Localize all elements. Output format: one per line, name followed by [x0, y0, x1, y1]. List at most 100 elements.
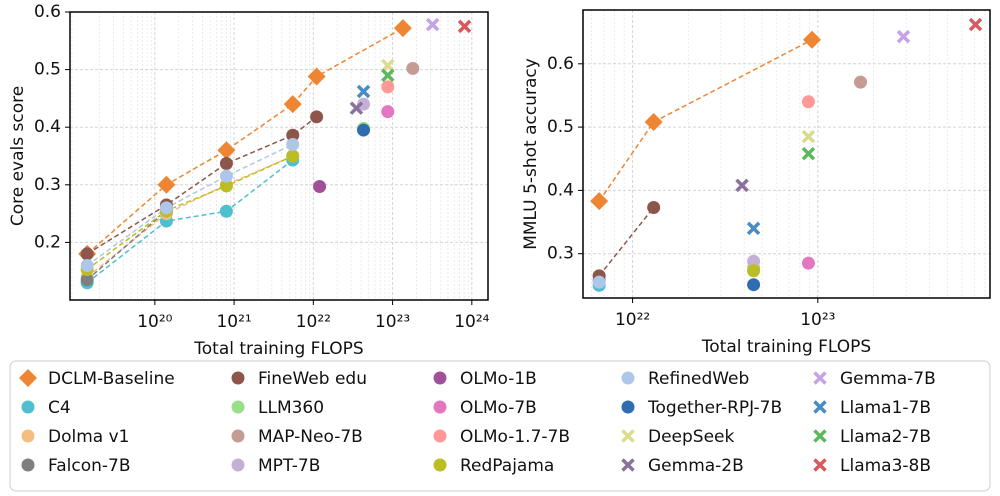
- circle-point: [854, 75, 868, 89]
- series-line: [86, 210, 167, 281]
- legend-box: [9, 360, 991, 492]
- circle-point: [801, 256, 815, 270]
- x-tick-label: 10²²: [296, 312, 331, 332]
- x-point: [457, 19, 472, 34]
- legend-marker: [231, 429, 245, 443]
- legend-marker: [813, 400, 827, 414]
- circle-point: [219, 169, 233, 183]
- plot-frame: [69, 11, 489, 301]
- legend-marker: [231, 371, 245, 385]
- circle-point: [747, 264, 761, 278]
- x-tick-label: 10²⁴: [454, 312, 489, 332]
- circle-point: [406, 61, 420, 75]
- y-tick-label: 0.4: [34, 117, 61, 137]
- legend-marker: [21, 400, 35, 414]
- x-point: [746, 221, 761, 236]
- diamond-point: [157, 175, 176, 194]
- legend-label: Gemma-2B: [648, 456, 744, 476]
- plot-frame: [582, 9, 991, 299]
- x-axis-title: Total training FLOPS: [193, 339, 363, 359]
- legend-marker: [433, 429, 447, 443]
- x-point: [381, 68, 395, 83]
- legend-marker: [813, 371, 827, 385]
- x-point: [349, 101, 364, 115]
- x-tick-label: 10²⁰: [137, 312, 172, 332]
- x-point: [801, 129, 816, 144]
- diamond-point: [802, 30, 821, 49]
- series-line: [86, 116, 318, 255]
- series-line: [598, 207, 655, 277]
- x-tick-label: 10²¹: [216, 312, 251, 332]
- y-axis-title: MMLU 5-shot accuracy: [521, 58, 541, 250]
- x-tick-label: 10²²: [615, 310, 650, 330]
- circle-point: [801, 95, 815, 109]
- y-tick-label: 0.5: [547, 117, 574, 137]
- legend-label: Falcon-7B: [48, 456, 131, 476]
- legend-marker: [621, 458, 635, 472]
- x-point: [356, 84, 371, 99]
- circle-point: [647, 200, 661, 214]
- legend-marker: [621, 371, 635, 385]
- legend-label: Together-RPJ-7B: [647, 398, 782, 418]
- circle-point: [381, 105, 395, 119]
- x-point: [968, 17, 983, 32]
- legend-marker: [21, 429, 35, 443]
- diamond-point: [283, 95, 302, 114]
- legend-label: FineWeb edu: [258, 369, 367, 389]
- diamond-point: [393, 19, 412, 38]
- circle-point: [381, 80, 395, 94]
- series-line: [86, 155, 294, 278]
- legend-label: Dolma v1: [48, 427, 129, 447]
- circle-point: [286, 128, 300, 142]
- diamond-point: [307, 67, 326, 86]
- y-tick-label: 0.4: [547, 180, 574, 200]
- legend-label: Llama1-7B: [840, 398, 931, 418]
- circle-point: [80, 258, 94, 272]
- legend-marker: [21, 458, 35, 472]
- legend-label: RedPajama: [460, 456, 554, 476]
- circle-point: [310, 110, 324, 124]
- legend-label: DeepSeek: [648, 427, 735, 447]
- circle-point: [592, 275, 606, 289]
- legend-label: OLMo-1B: [460, 369, 537, 389]
- legend-label: DCLM-Baseline: [48, 369, 175, 389]
- circle-point: [159, 201, 173, 215]
- x-tick-label: 10²³: [375, 312, 410, 332]
- y-tick-label: 0.5: [34, 60, 61, 80]
- circle-point: [747, 278, 761, 292]
- x-point: [896, 29, 911, 44]
- legend-marker: [621, 400, 635, 414]
- legend-label: OLMo-1.7-7B: [460, 427, 570, 447]
- legend-label: C4: [48, 398, 71, 418]
- y-tick-label: 0.2: [34, 232, 61, 252]
- legend-label: LLM360: [258, 398, 324, 418]
- x-point: [425, 17, 440, 32]
- x-point: [801, 146, 816, 161]
- legend-label: Llama2-7B: [840, 427, 931, 447]
- circle-point: [80, 273, 94, 287]
- circle-point: [286, 137, 300, 151]
- legend-marker: [433, 458, 447, 472]
- circle-point: [219, 204, 233, 218]
- circle-point: [747, 254, 761, 268]
- legend-marker: [231, 458, 245, 472]
- legend-label: Llama3-8B: [840, 456, 931, 476]
- legend-marker: [19, 369, 37, 387]
- y-axis-title: Core evals score: [8, 86, 28, 226]
- x-point: [735, 178, 749, 193]
- legend-label: OLMo-7B: [460, 398, 537, 418]
- y-tick-label: 0.6: [547, 54, 574, 74]
- series-line: [86, 155, 294, 271]
- circle-point: [219, 156, 233, 170]
- x-tick-label: 10²³: [800, 310, 835, 330]
- legend-marker: [813, 429, 827, 443]
- legend-label: RefinedWeb: [648, 369, 749, 389]
- series-line: [86, 143, 294, 267]
- y-tick-label: 0.6: [34, 2, 61, 22]
- legend-marker: [433, 400, 447, 414]
- series-line: [86, 159, 294, 284]
- circle-point: [219, 179, 233, 193]
- y-tick-label: 0.3: [547, 244, 574, 264]
- legend: DCLM-Baseline C4 Dolma v1 Falcon-7B FineWeb …: [19, 369, 936, 476]
